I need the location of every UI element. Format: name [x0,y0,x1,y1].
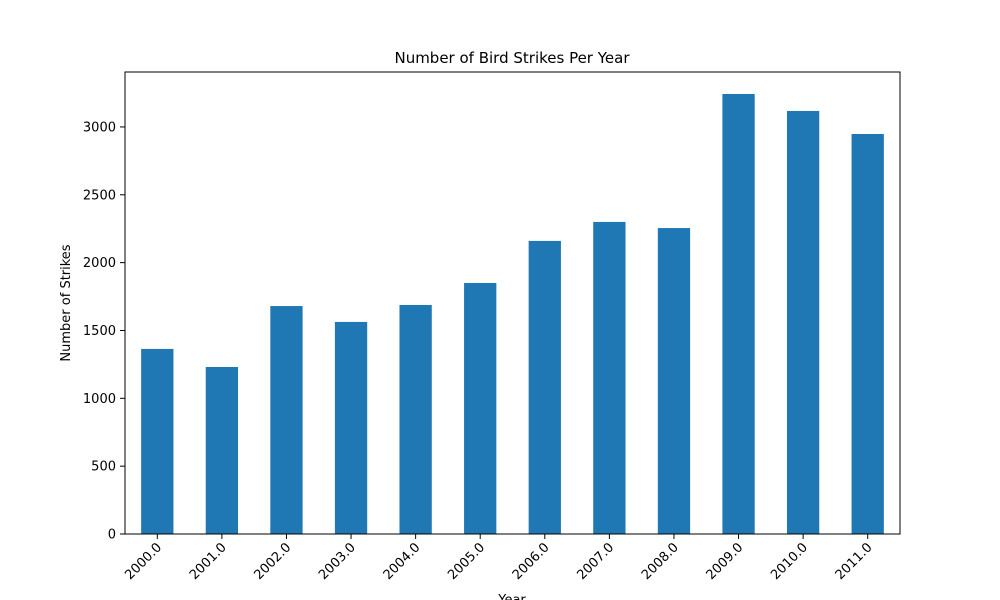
y-tick-label: 3000 [83,120,116,135]
bar [141,348,174,534]
x-tick-label: 2008.0 [639,540,682,583]
y-tick-label: 0 [108,528,116,543]
y-axis-label: Number of Strikes [59,244,74,361]
x-tick-label: 2004.0 [381,540,424,583]
x-tick-label: 2002.0 [252,540,295,583]
bar [851,134,884,534]
bar [205,366,239,534]
x-tick-label: 2009.0 [704,540,747,583]
bar [528,240,561,534]
bar [270,306,303,534]
x-axis-label: Year [497,593,526,600]
bar [786,110,820,534]
bar [399,304,432,534]
x-tick-label: 2010.0 [768,540,811,583]
bar [722,93,755,534]
x-tick-label: 2007.0 [574,540,617,583]
bar [657,228,691,534]
x-tick-label: 2003.0 [316,540,359,583]
chart-title: Number of Bird Strikes Per Year [394,49,630,67]
y-tick-label: 1500 [83,324,116,339]
x-tick-label: 2000.0 [122,540,165,583]
x-tick-label: 2001.0 [187,540,230,583]
plot-frame [124,71,901,535]
bar [464,282,497,534]
x-tick-label: 2006.0 [510,540,553,583]
y-tick-label: 2000 [83,256,116,271]
bar [334,321,368,534]
y-tick-label: 2500 [83,188,116,203]
x-tick-label: 2011.0 [833,540,876,583]
bar [593,221,626,535]
y-tick-label: 1000 [83,392,116,407]
y-tick-label: 500 [91,460,116,475]
x-tick-label: 2005.0 [445,540,488,583]
